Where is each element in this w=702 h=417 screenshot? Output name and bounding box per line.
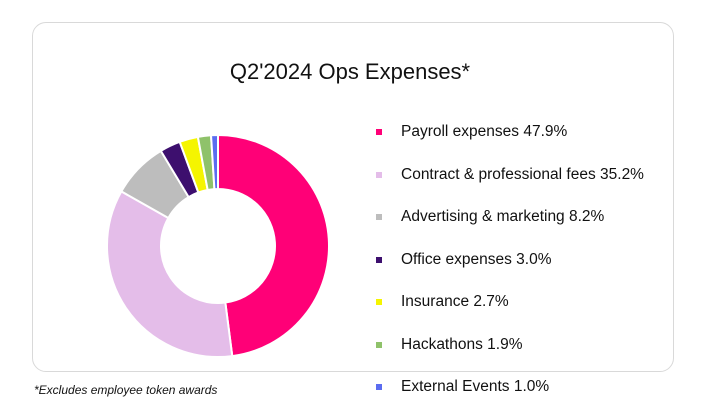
legend-swatch (376, 341, 382, 348)
legend-item: Contract & professional fees 35.2% (376, 154, 644, 197)
chart-title: Q2'2024 Ops Expenses* (33, 59, 673, 85)
chart-title-text: Q2'2024 Ops Expenses* (229, 59, 471, 84)
legend-label: Office expenses 3.0% (401, 250, 552, 268)
legend-swatch (376, 384, 382, 391)
legend-item: Office expenses 3.0% (376, 239, 644, 282)
legend-item: Advertising & marketing 8.2% (376, 196, 644, 239)
slice-contract-professional-fees (106, 190, 234, 358)
legend-swatch (376, 214, 382, 221)
legend-swatch (376, 256, 382, 263)
legend-label: Advertising & marketing 8.2% (401, 208, 605, 226)
donut-chart (106, 133, 330, 358)
legend-swatch (376, 171, 382, 178)
legend-item: Payroll expenses 47.9% (376, 111, 644, 154)
legend-label: External Events 1.0% (401, 378, 550, 396)
legend-item: Insurance 2.7% (376, 281, 644, 324)
slice-external-events (209, 133, 219, 191)
legend-label: Payroll expenses 47.9% (401, 123, 568, 141)
legend-item: Hackathons 1.9% (376, 324, 644, 367)
legend: Payroll expenses 47.9% Contract & profess… (376, 111, 644, 409)
footnote: *Excludes employee token awards (34, 383, 218, 397)
legend-swatch (376, 129, 382, 136)
legend-label: Contract & professional fees 35.2% (401, 165, 644, 183)
legend-swatch (376, 299, 382, 306)
legend-label: Hackathons 1.9% (401, 335, 523, 353)
legend-label: Insurance 2.7% (401, 293, 509, 311)
chart-card: Q2'2024 Ops Expenses* Payroll expenses 4… (32, 22, 674, 395)
legend-item: External Events 1.0% (376, 366, 644, 409)
slice-payroll-expenses (217, 133, 330, 358)
